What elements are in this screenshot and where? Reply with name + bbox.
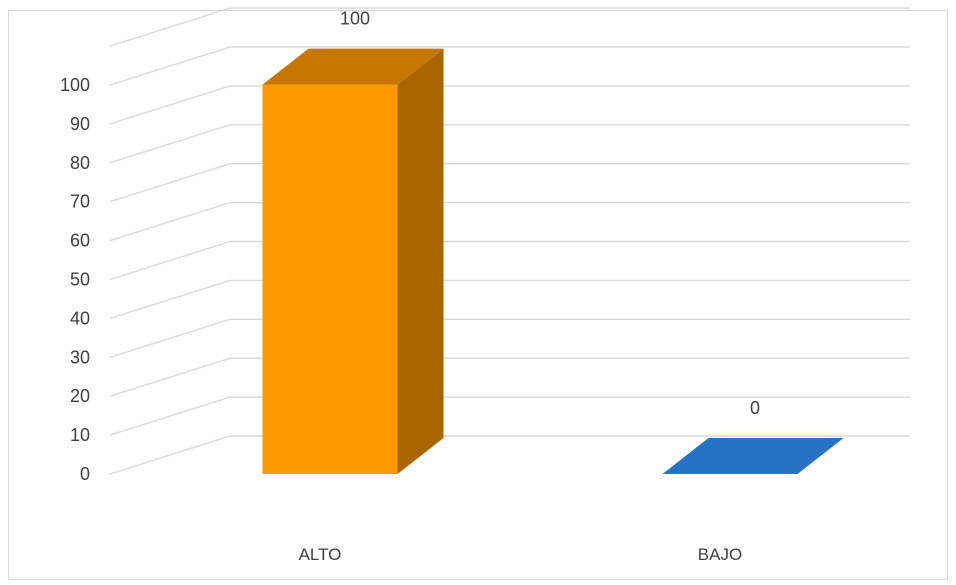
y-tick-label-7: 70 [70, 192, 90, 212]
gridline-11 [109, 7, 910, 47]
y-tick-label-1: 10 [70, 425, 90, 445]
y-tick-label-3: 30 [70, 347, 90, 367]
chart-frame [8, 10, 948, 580]
bars [262, 48, 844, 475]
gridline-6 [109, 201, 910, 242]
gridline-1 [109, 396, 910, 436]
gridline-0 [109, 435, 910, 475]
bar-alto [262, 48, 444, 475]
y-tick-label-0: 0 [80, 464, 90, 484]
x-category-label-alto: ALTO [299, 545, 342, 564]
gridline-7 [109, 162, 910, 203]
bar-top-bajo [662, 438, 844, 474]
gridline-2 [109, 357, 910, 397]
x-axis-category-labels: ALTO BAJO [299, 545, 743, 564]
y-tick-label-5: 50 [70, 270, 90, 290]
bar-top-alto [262, 48, 444, 85]
gridlines [109, 7, 910, 475]
bar-bajo [662, 438, 844, 474]
bar-front-alto [262, 84, 398, 475]
y-tick-label-10: 100 [60, 75, 90, 95]
y-tick-label-2: 20 [70, 386, 90, 406]
gridline-3 [109, 318, 910, 358]
gridline-5 [109, 240, 910, 281]
data-label-bajo: 0 [750, 398, 760, 418]
gridline-8 [109, 124, 910, 164]
y-tick-label-4: 40 [70, 308, 90, 328]
y-tick-label-9: 90 [70, 114, 90, 134]
gridline-9 [109, 85, 910, 125]
bar-side-alto [397, 48, 444, 475]
y-tick-label-8: 80 [70, 153, 90, 173]
gridline-10 [109, 46, 910, 86]
gridline-4 [109, 279, 910, 320]
y-axis-tick-labels: 0 10 20 30 40 50 60 70 80 90 100 [60, 75, 90, 484]
data-labels: 100 0 [340, 9, 760, 418]
x-category-label-bajo: BAJO [698, 545, 742, 564]
data-label-alto: 100 [340, 9, 370, 29]
y-tick-label-6: 60 [70, 231, 90, 251]
